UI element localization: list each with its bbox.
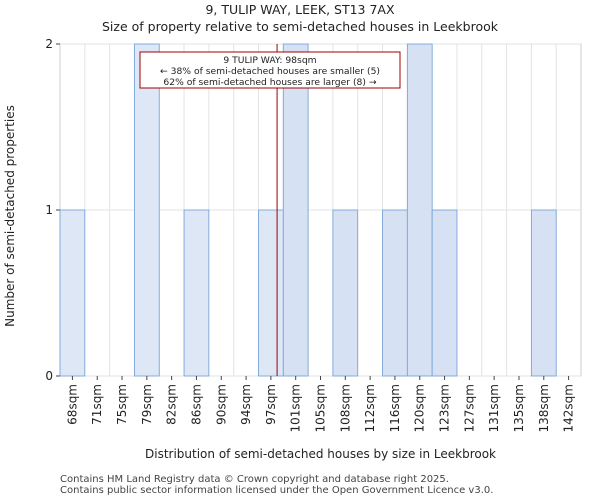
x-tick-label: 97sqm bbox=[264, 384, 278, 425]
x-tick-label: 138sqm bbox=[537, 384, 551, 432]
x-axis-label: Distribution of semi-detached houses by … bbox=[145, 447, 496, 461]
x-tick-label: 68sqm bbox=[65, 384, 79, 425]
x-tick-label: 116sqm bbox=[388, 384, 402, 432]
x-tick-label: 112sqm bbox=[363, 384, 377, 432]
bar bbox=[134, 43, 160, 377]
chart-subtitle: Size of property relative to semi-detach… bbox=[102, 19, 498, 34]
annotation-larger: 62% of semi-detached houses are larger (… bbox=[163, 77, 376, 88]
x-tick-label: 135sqm bbox=[512, 384, 526, 432]
x-tick-label: 82sqm bbox=[165, 384, 179, 425]
bar bbox=[530, 209, 557, 377]
x-tick-label: 105sqm bbox=[314, 384, 328, 432]
bar bbox=[406, 43, 433, 377]
x-tick-label: 127sqm bbox=[462, 384, 476, 432]
y-axis-label: Number of semi-detached properties bbox=[3, 105, 17, 327]
x-tick-label: 79sqm bbox=[140, 384, 154, 425]
x-tick-label: 120sqm bbox=[413, 384, 427, 432]
x-tick-label: 75sqm bbox=[115, 384, 129, 425]
annotation-box bbox=[139, 51, 401, 89]
chart-title: 9, TULIP WAY, LEEK, ST13 7AX bbox=[205, 2, 395, 17]
bar bbox=[332, 209, 359, 377]
x-tick-label: 123sqm bbox=[438, 384, 452, 432]
x-tick-label: 101sqm bbox=[289, 384, 303, 432]
x-tick-label: 71sqm bbox=[90, 384, 104, 425]
x-tick-label: 90sqm bbox=[214, 384, 228, 425]
bar bbox=[431, 209, 458, 377]
bar bbox=[382, 209, 408, 377]
bar bbox=[258, 209, 284, 377]
y-tick-label: 1 bbox=[45, 203, 53, 217]
bar bbox=[59, 209, 86, 377]
bar bbox=[183, 209, 210, 377]
x-tick-label: 86sqm bbox=[189, 384, 203, 425]
annotation-smaller: ← 38% of semi-detached houses are smalle… bbox=[160, 66, 380, 77]
licence-footer: Contains public sector information licen… bbox=[60, 485, 494, 496]
x-tick-label: 94sqm bbox=[239, 384, 253, 425]
y-tick-label: 0 bbox=[45, 369, 53, 383]
x-tick-label: 131sqm bbox=[487, 384, 501, 432]
bar bbox=[282, 43, 309, 377]
x-tick-label: 108sqm bbox=[338, 384, 352, 432]
copyright-footer: Contains HM Land Registry data © Crown c… bbox=[60, 474, 449, 485]
y-tick-label: 2 bbox=[45, 37, 53, 51]
x-tick-label: 142sqm bbox=[562, 384, 576, 432]
annotation-title: 9 TULIP WAY: 98sqm bbox=[223, 55, 316, 66]
